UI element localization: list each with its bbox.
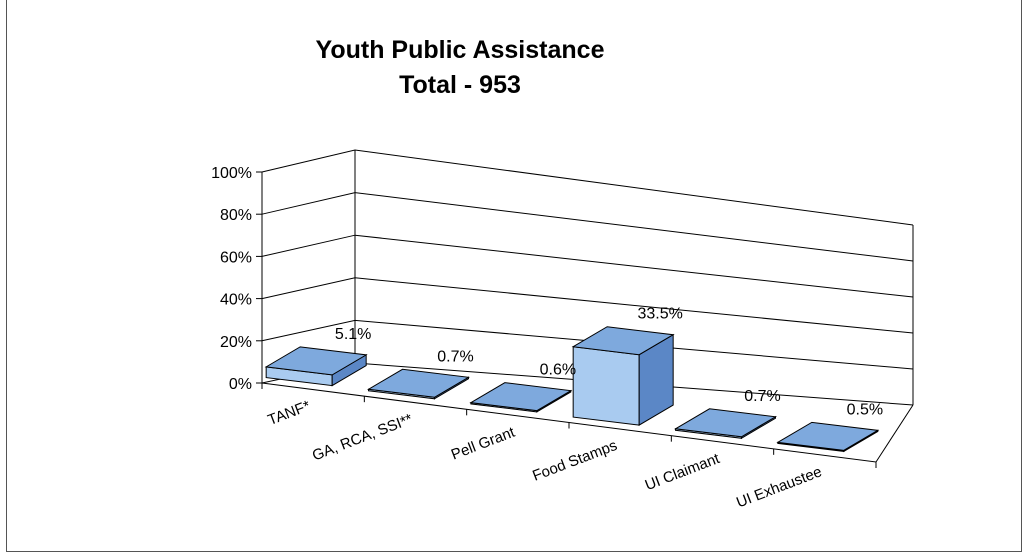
category-axis: TANF*GA, RCA, SSI** Pell Grant Food Stamps… <box>261 383 877 511</box>
y-tick-label: 0% <box>229 376 252 393</box>
data-label: 0.7% <box>744 388 780 405</box>
y-tick-label: 20% <box>220 334 252 351</box>
data-label: 33.5% <box>637 306 682 323</box>
chart-title: Youth Public Assistance <box>316 36 605 64</box>
category-label: UI Exhaustee <box>734 463 824 511</box>
gridline <box>261 149 914 226</box>
data-label: 0.5% <box>847 401 883 418</box>
bar <box>469 382 573 413</box>
bar-top-face <box>776 421 880 451</box>
bar-top-face <box>366 368 471 398</box>
bar-top-face <box>264 346 368 376</box>
y-tick-label: 40% <box>220 292 252 309</box>
bar-top-face <box>469 382 573 412</box>
bar <box>571 326 675 426</box>
data-label: 5.1% <box>335 326 371 343</box>
y-tick-label: 100% <box>211 165 252 182</box>
y-tick-label: 60% <box>220 249 252 266</box>
data-label: 0.6% <box>540 362 576 379</box>
category-label: GA, RCA, SSI** <box>310 411 415 465</box>
category-label: Pell Grant <box>449 423 518 463</box>
category-label: TANF* <box>266 397 313 429</box>
category-label: Food Stamps <box>530 437 619 485</box>
category-label: UI Claimant <box>643 450 723 494</box>
chart-frame <box>6 0 1022 552</box>
chart-subtitle: Total - 953 <box>399 71 521 99</box>
bar <box>673 408 778 440</box>
bar-top-face <box>571 326 675 356</box>
bar-layer <box>264 326 880 453</box>
y-axis-ticks: 0% 20% 40% 60% 80% 100% <box>211 165 262 393</box>
bar <box>264 346 368 387</box>
data-label-layer: 5.1% 0.7% 0.6% 33.5% 0.7% 0.5% <box>335 306 883 419</box>
bar-top-face <box>673 408 778 438</box>
data-label: 0.7% <box>437 348 473 365</box>
gridline <box>261 192 914 262</box>
gridline <box>261 234 914 298</box>
bar <box>776 421 880 453</box>
bar-front-face <box>572 346 640 426</box>
y-tick-label: 80% <box>220 207 252 224</box>
bar <box>366 368 471 400</box>
